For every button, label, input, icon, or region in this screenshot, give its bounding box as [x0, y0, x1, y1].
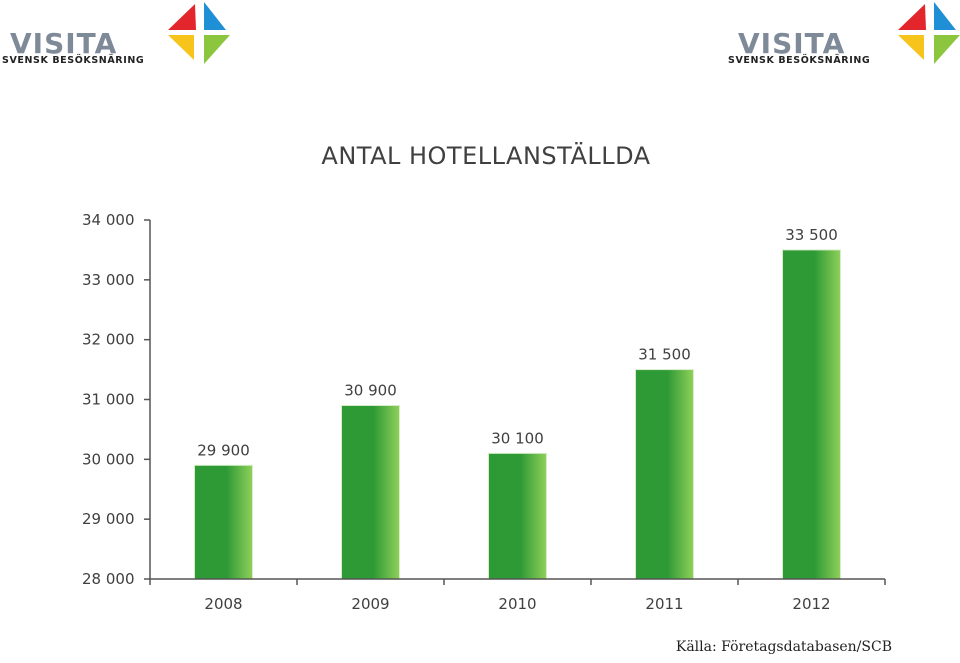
bar-2011	[635, 369, 694, 580]
bar-2012	[782, 249, 841, 580]
y-tick-label: 32 000	[82, 331, 135, 349]
x-tick-label: 2011	[645, 595, 683, 613]
data-label: 33 500	[785, 226, 838, 244]
logo-wordmark: VISITA	[738, 27, 846, 60]
y-tick-label: 28 000	[82, 570, 135, 588]
y-tick-label: 34 000	[82, 211, 135, 229]
logo-tagline: SVENSK BESÖKSNÄRING	[728, 55, 871, 66]
x-tick-label: 2012	[792, 595, 830, 613]
data-label: 30 900	[344, 381, 397, 399]
bar-2008	[194, 464, 253, 580]
x-tick-label: 2008	[204, 595, 242, 613]
visita-cross-icon	[898, 2, 960, 64]
y-tick-label: 29 000	[82, 510, 135, 528]
logo-wordmark: VISITA	[10, 27, 118, 60]
source-note: Källa: Företagsdatabasen/SCB	[675, 639, 892, 655]
x-tick-label: 2009	[351, 595, 389, 613]
y-tick-label: 33 000	[82, 271, 135, 289]
bar-2010	[488, 452, 547, 580]
y-tick-label: 31 000	[82, 391, 135, 409]
chart-title: ANTAL HOTELLANSTÄLLDA	[321, 142, 651, 170]
x-tick-label: 2010	[498, 595, 536, 613]
data-label: 29 900	[197, 441, 250, 459]
data-label: 30 100	[491, 429, 544, 447]
visita-logo-left: VISITA SVENSK BESÖKSNÄRING	[0, 0, 240, 70]
y-tick-label: 30 000	[82, 450, 135, 468]
bar-2009	[341, 404, 400, 580]
data-label: 31 500	[638, 346, 691, 364]
visita-logo-right: VISITA SVENSK BESÖKSNÄRING	[722, 0, 960, 70]
visita-cross-icon	[168, 2, 230, 64]
logo-tagline: SVENSK BESÖKSNÄRING	[2, 55, 145, 66]
